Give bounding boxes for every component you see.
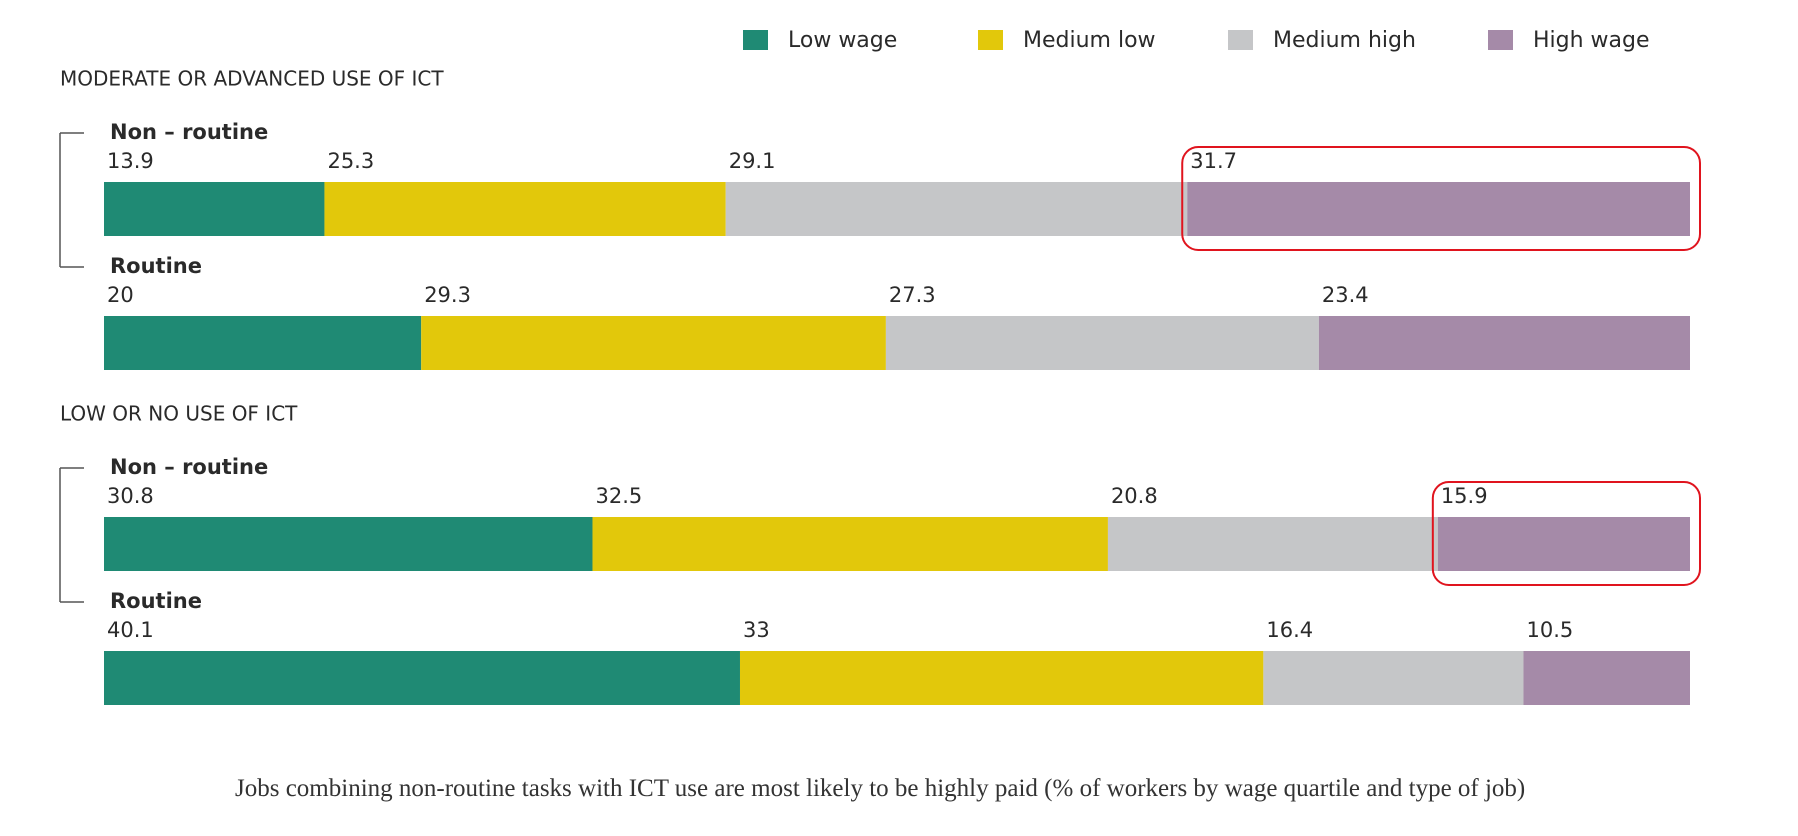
value-label: 23.4 bbox=[1322, 283, 1369, 307]
bar-segment bbox=[725, 182, 1188, 236]
legend-label: Medium high bbox=[1273, 28, 1416, 53]
bar-segment bbox=[1437, 517, 1690, 571]
bar-segment bbox=[104, 517, 593, 571]
value-label: 15.9 bbox=[1441, 484, 1488, 508]
value-label: 25.3 bbox=[327, 149, 374, 173]
category-label: Routine bbox=[110, 254, 202, 278]
group-title: MODERATE OR ADVANCED USE OF ICT bbox=[60, 67, 444, 91]
bar-segment bbox=[1187, 182, 1690, 236]
value-label: 10.5 bbox=[1526, 618, 1573, 642]
legend-label: Low wage bbox=[788, 28, 897, 53]
value-label: 33 bbox=[743, 618, 770, 642]
category-label: Non – routine bbox=[110, 455, 268, 479]
value-label: 13.9 bbox=[107, 149, 154, 173]
bar-segment bbox=[104, 316, 422, 370]
group-title: LOW OR NO USE OF ICT bbox=[60, 402, 298, 426]
bar-segment bbox=[324, 182, 726, 236]
bar-segment bbox=[1263, 651, 1524, 705]
value-label: 40.1 bbox=[107, 618, 154, 642]
value-label: 20.8 bbox=[1111, 484, 1158, 508]
bar-segment bbox=[421, 316, 886, 370]
highlight-box bbox=[1181, 146, 1702, 251]
value-label: 16.4 bbox=[1266, 618, 1313, 642]
bar-segment bbox=[104, 651, 740, 705]
value-label: 29.1 bbox=[729, 149, 776, 173]
bar-segment bbox=[885, 316, 1319, 370]
value-label: 20 bbox=[107, 283, 134, 307]
legend-label: Medium low bbox=[1023, 28, 1156, 53]
bar-segment bbox=[592, 517, 1108, 571]
category-label: Non – routine bbox=[110, 120, 268, 144]
value-label: 29.3 bbox=[424, 283, 471, 307]
value-label: 30.8 bbox=[107, 484, 154, 508]
bar-segment bbox=[1107, 517, 1438, 571]
bar-segment bbox=[1318, 316, 1690, 370]
caption: Jobs combining non-routine tasks with IC… bbox=[235, 775, 1526, 802]
legend-swatch bbox=[743, 30, 768, 50]
legend-label: High wage bbox=[1533, 28, 1650, 53]
bar-segment bbox=[104, 182, 325, 236]
value-label: 31.7 bbox=[1190, 149, 1237, 173]
value-label: 27.3 bbox=[889, 283, 936, 307]
legend-swatch bbox=[978, 30, 1003, 50]
legend-swatch bbox=[1488, 30, 1513, 50]
bar-segment bbox=[1523, 651, 1690, 705]
chart: Low wage Medium low Medium high High wage MO… bbox=[59, 28, 1702, 705]
bar-segment bbox=[739, 651, 1264, 705]
highlight-box bbox=[1431, 481, 1702, 586]
category-label: Routine bbox=[110, 589, 202, 613]
value-label: 32.5 bbox=[595, 484, 642, 508]
legend-swatch bbox=[1228, 30, 1253, 50]
